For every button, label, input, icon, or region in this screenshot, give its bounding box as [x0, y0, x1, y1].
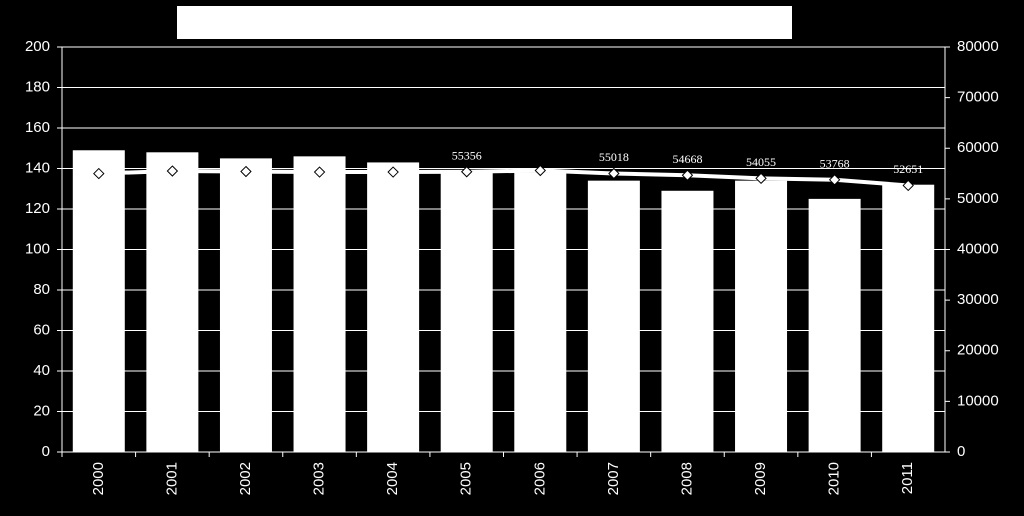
data-label: 52651 [893, 162, 923, 176]
y-tick-label: 120 [25, 200, 50, 217]
marker [313, 166, 326, 178]
bar [440, 170, 493, 452]
x-tick-label: 2006 [531, 462, 548, 495]
y-tick-label: 40 [33, 362, 50, 379]
x-tick-label: 2007 [605, 462, 622, 495]
marker [93, 167, 105, 180]
x-tick-label: 2004 [384, 462, 401, 495]
y-tick-label: 140 [25, 159, 50, 176]
y2-tick-label: 60000 [957, 139, 999, 156]
x-tick-label: 2002 [237, 462, 254, 495]
marker [387, 166, 399, 178]
marker [828, 174, 841, 186]
data-label: 55018 [599, 150, 629, 164]
data-label: 54668 [672, 152, 702, 166]
x-tick-label: 2011 [899, 462, 916, 494]
y2-tick-label: 0 [957, 443, 965, 460]
data-label: 55356 [452, 149, 482, 163]
y2-tick-label: 20000 [957, 342, 999, 359]
y-tick-label: 180 [25, 78, 50, 95]
y-tick-label: 200 [25, 38, 50, 55]
data-label: 53768 [820, 157, 850, 171]
bar [72, 150, 125, 452]
x-tick-label: 2010 [826, 462, 843, 495]
bar [146, 152, 199, 453]
x-tick-label: 2008 [678, 462, 695, 495]
y-tick-label: 160 [25, 119, 50, 136]
x-tick-label: 2009 [752, 462, 769, 495]
y-tick-label: 80 [33, 281, 50, 298]
y-tick-label: 20 [33, 402, 50, 419]
marker [755, 172, 767, 185]
marker [681, 169, 694, 181]
y2-tick-label: 40000 [957, 240, 999, 257]
y-tick-label: 100 [25, 240, 50, 257]
bar [514, 172, 567, 453]
bar [367, 162, 420, 453]
marker [461, 166, 473, 178]
y2-tick-label: 70000 [957, 89, 999, 106]
y-tick-label: 60 [33, 321, 50, 338]
x-tick-label: 2003 [311, 462, 328, 495]
line [98, 168, 909, 188]
bar [808, 198, 861, 452]
x-tick-label: 2001 [163, 462, 180, 495]
marker [902, 179, 914, 192]
marker [240, 165, 252, 178]
y2-tick-label: 30000 [957, 291, 999, 308]
bar [735, 180, 788, 452]
bar [587, 180, 640, 452]
bar [219, 158, 272, 452]
marker [608, 167, 620, 180]
y2-tick-label: 80000 [957, 38, 999, 55]
y2-tick-label: 50000 [957, 190, 999, 207]
y-tick-label: 0 [42, 443, 50, 460]
data-label: 54055 [746, 155, 776, 169]
title-box [177, 6, 792, 39]
bar [293, 156, 346, 452]
bar [661, 190, 714, 452]
marker [166, 165, 179, 177]
y2-tick-label: 10000 [957, 392, 999, 409]
bar [882, 184, 935, 452]
x-tick-label: 2000 [90, 462, 107, 495]
marker [534, 164, 546, 177]
x-tick-label: 2005 [458, 462, 475, 495]
